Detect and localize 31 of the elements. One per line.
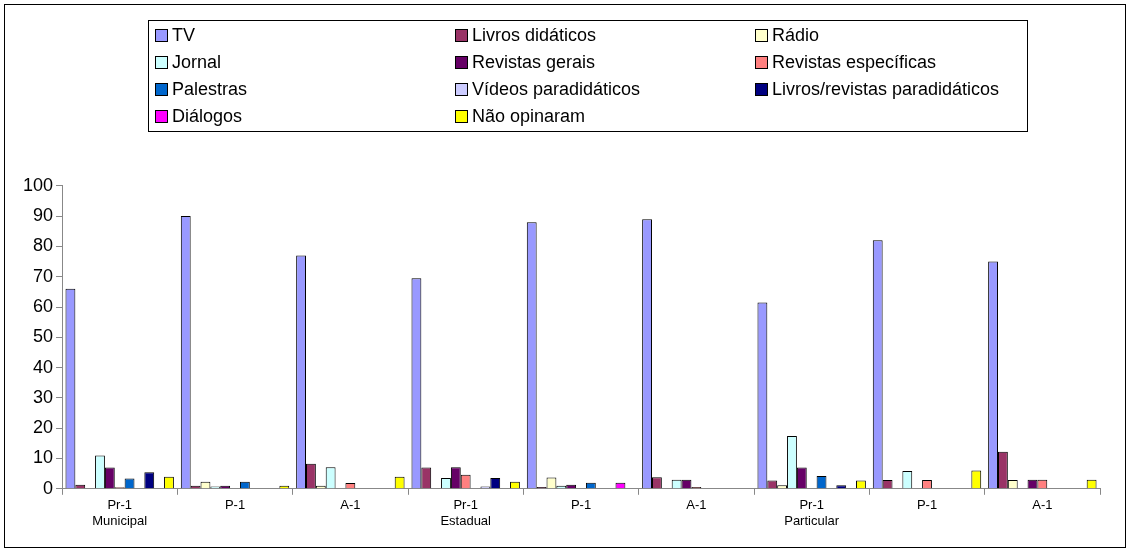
- legend-label: Revistas específicas: [772, 52, 937, 73]
- legend-label: Diálogos: [172, 106, 243, 127]
- y-tick-label: 0: [43, 477, 54, 498]
- x-tick-label: Pr-1 Estadual: [440, 497, 492, 528]
- legend-label: Palestras: [172, 79, 248, 100]
- y-tick-label: 30: [33, 386, 54, 407]
- x-tick-label: Pr-1 Particular: [784, 497, 840, 528]
- x-tick-label: P-1: [224, 497, 246, 513]
- legend-label: TV: [172, 25, 196, 46]
- x-tick-label: Pr-1 Municipal: [92, 497, 148, 528]
- y-tick-label: 20: [33, 417, 54, 438]
- legend-label: Livros didáticos: [472, 25, 597, 46]
- y-tick-label: 40: [33, 356, 54, 377]
- y-tick-label: 100: [22, 174, 54, 195]
- x-tick-label: A-1: [340, 497, 361, 513]
- y-tick-label: 70: [33, 265, 54, 286]
- y-tick-label: 60: [33, 295, 54, 316]
- legend-label: Livros/revistas paradidáticos: [772, 79, 1000, 100]
- x-tick-label: P-1: [570, 497, 592, 513]
- x-tick-label: A-1: [686, 497, 707, 513]
- legend-label: Revistas gerais: [472, 52, 596, 73]
- x-tick-label: A-1: [1032, 497, 1053, 513]
- y-tick-label: 80: [33, 235, 54, 256]
- legend-label: Vídeos paradidáticos: [472, 79, 641, 100]
- y-tick-label: 10: [33, 447, 54, 468]
- legend-label: Não opinaram: [472, 106, 586, 127]
- legend-label: Rádio: [772, 25, 820, 46]
- x-tick-label: P-1: [916, 497, 938, 513]
- legend-label: Jornal: [172, 52, 222, 73]
- y-tick-label: 50: [33, 326, 54, 347]
- y-tick-label: 90: [33, 205, 54, 226]
